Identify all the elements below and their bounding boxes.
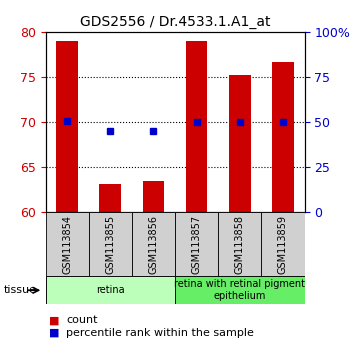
Bar [272, 62, 294, 212]
Bar [229, 75, 251, 212]
Text: ■: ■ [0, 353, 1, 354]
Text: GSM113855: GSM113855 [105, 215, 115, 274]
Text: tissue: tissue [4, 285, 36, 295]
Bar [143, 181, 164, 212]
Text: retina: retina [96, 285, 125, 295]
Text: ■: ■ [0, 353, 1, 354]
Bar [56, 41, 78, 212]
Text: GSM113858: GSM113858 [235, 215, 245, 274]
Bar [99, 183, 121, 212]
Text: GSM113859: GSM113859 [278, 215, 288, 274]
FancyBboxPatch shape [261, 212, 304, 276]
Title: GDS2556 / Dr.4533.1.A1_at: GDS2556 / Dr.4533.1.A1_at [80, 16, 270, 29]
Text: ■: ■ [49, 315, 60, 325]
Text: percentile rank within the sample: percentile rank within the sample [66, 328, 254, 338]
FancyBboxPatch shape [218, 212, 261, 276]
Text: GSM113857: GSM113857 [191, 215, 202, 274]
Text: GSM113854: GSM113854 [62, 215, 72, 274]
FancyBboxPatch shape [175, 276, 304, 304]
FancyBboxPatch shape [175, 212, 218, 276]
FancyBboxPatch shape [46, 276, 304, 304]
Text: ■  percentile rank within the sample: ■ percentile rank within the sample [0, 353, 1, 354]
Text: count: count [66, 315, 98, 325]
Bar [186, 41, 207, 212]
Text: ■: ■ [49, 328, 60, 338]
FancyBboxPatch shape [132, 212, 175, 276]
Text: GSM113856: GSM113856 [148, 215, 159, 274]
Text: retina with retinal pigment
epithelium: retina with retinal pigment epithelium [174, 279, 305, 301]
FancyBboxPatch shape [46, 276, 175, 304]
FancyBboxPatch shape [89, 212, 132, 276]
FancyBboxPatch shape [46, 212, 89, 276]
Text: ■  count: ■ count [0, 353, 1, 354]
